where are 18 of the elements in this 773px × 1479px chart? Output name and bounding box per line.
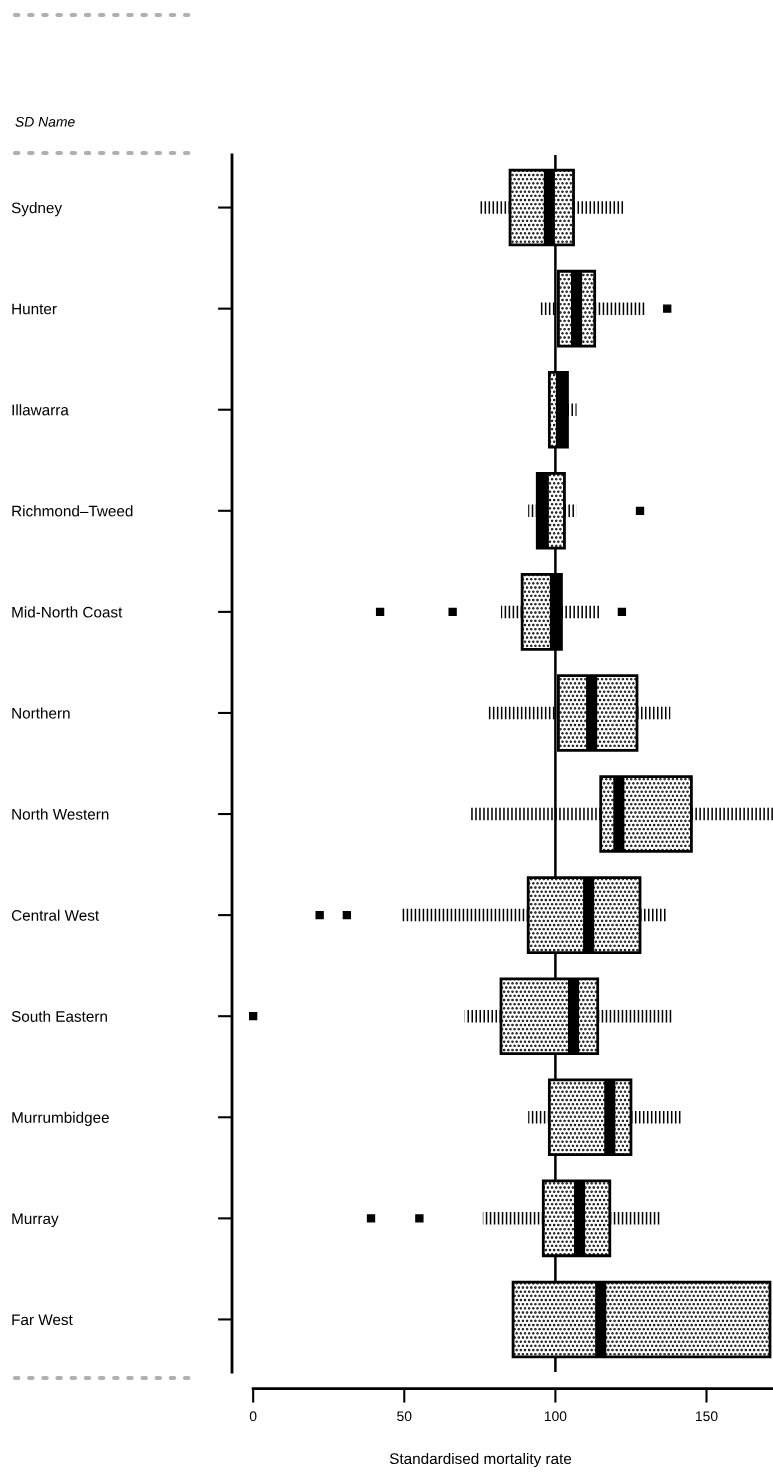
x-tick-label: 150 xyxy=(695,1411,718,1422)
x-tick-label: 100 xyxy=(544,1411,567,1422)
y-tick-label: Sydney xyxy=(11,202,63,217)
y-tick-label: North Western xyxy=(12,808,109,820)
y-tick-label: Central West xyxy=(11,909,100,921)
y-tick-label: Murray xyxy=(12,1213,59,1228)
y-tick-label: Mid-North Coast xyxy=(12,606,123,618)
y-tick-label: Northern xyxy=(12,707,70,719)
y-tick-label: Far West xyxy=(12,1314,73,1326)
y-axis-title: SD Name xyxy=(15,116,75,127)
x-tick-label: 50 xyxy=(397,1411,412,1422)
x-tick-label: 0 xyxy=(249,1411,257,1422)
y-tick-label: Richmond–Tweed xyxy=(12,505,133,517)
y-tick-label: Murrumbidgee xyxy=(12,1111,109,1126)
y-tick-label: South Eastern xyxy=(11,1010,107,1022)
y-tick-label: Illawarra xyxy=(12,404,69,416)
y-tick-label: Hunter xyxy=(12,303,57,315)
x-axis-title: Standardised mortality rate xyxy=(389,1452,572,1468)
